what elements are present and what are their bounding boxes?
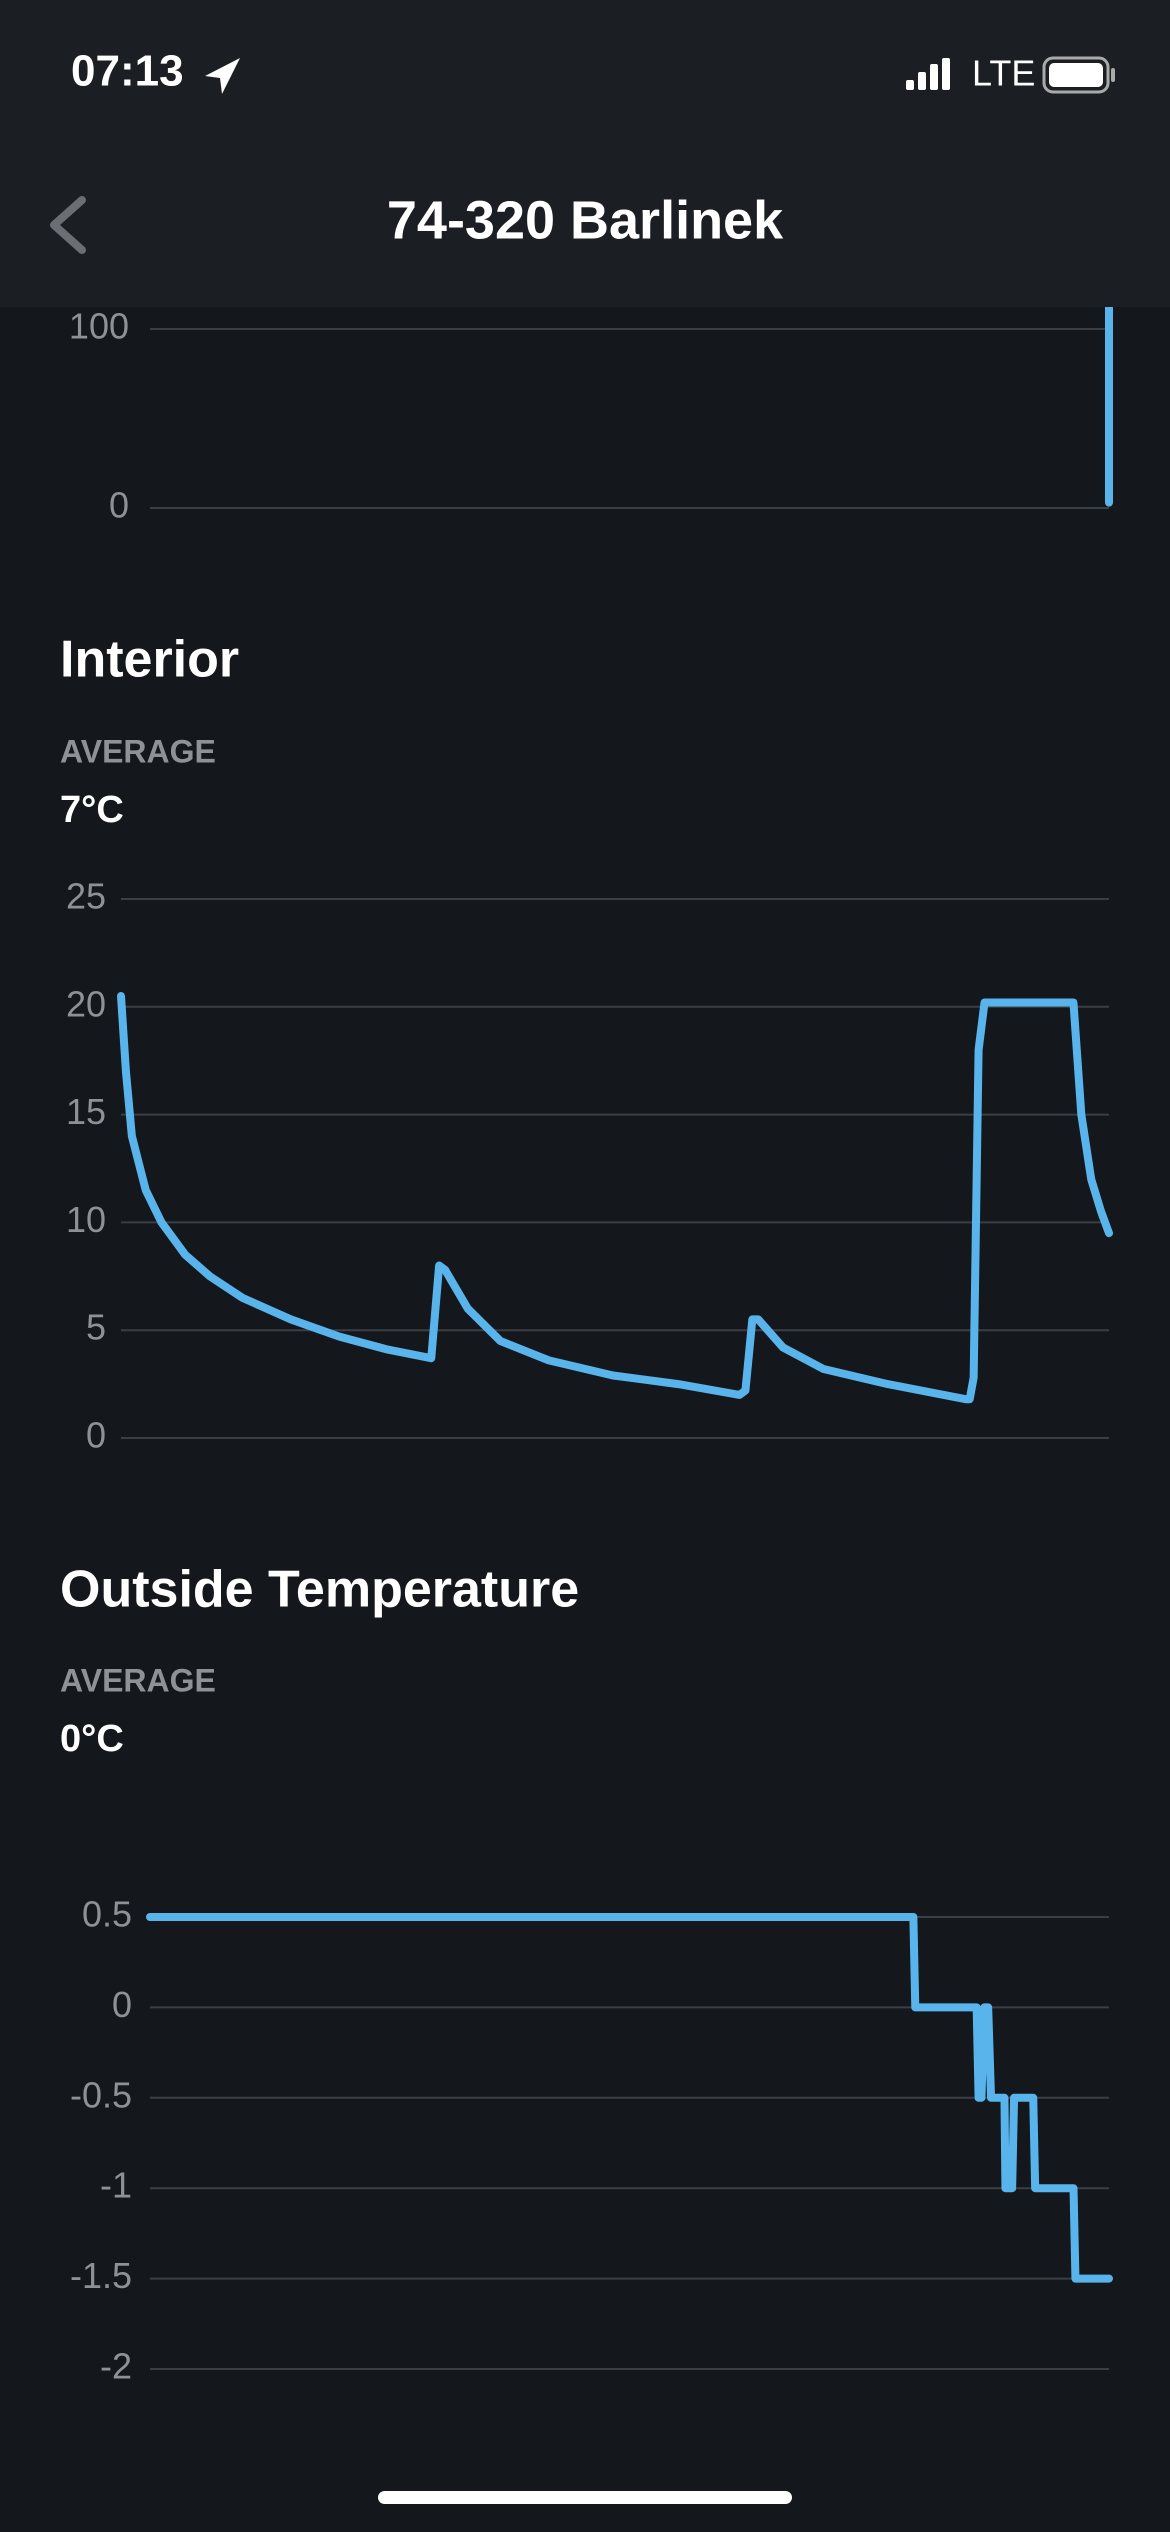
network-type: LTE bbox=[972, 53, 1035, 94]
battery-icon bbox=[1042, 56, 1115, 94]
status-time: 07:13 bbox=[71, 47, 184, 96]
page-title: 74-320 Barlinek bbox=[387, 190, 784, 250]
chart-title: Outside Temperature bbox=[60, 1561, 579, 1619]
stat-label: AVERAGE bbox=[60, 733, 216, 769]
y-tick-label: 100 bbox=[69, 306, 129, 347]
stat-label: AVERAGE bbox=[60, 1662, 216, 1698]
stat-value: 7°C bbox=[60, 789, 124, 831]
y-tick-label: 0 bbox=[109, 485, 129, 526]
header: 07:13 LTE 74-320 Barlinek bbox=[0, 0, 1170, 307]
stat-value: 0°C bbox=[60, 1718, 124, 1760]
back-button[interactable] bbox=[50, 196, 86, 254]
y-tick-label: 25 bbox=[66, 876, 106, 917]
y-tick-label: -0.5 bbox=[70, 2074, 132, 2115]
y-tick-label: 10 bbox=[66, 1199, 106, 1240]
chart-title: Interior bbox=[60, 631, 239, 689]
home-indicator bbox=[378, 2491, 792, 2504]
data-line bbox=[146, 1913, 1113, 2283]
y-tick-label: 0.5 bbox=[82, 1894, 132, 1935]
y-tick-label: -2 bbox=[100, 2346, 132, 2387]
y-tick-label: 0 bbox=[112, 1984, 132, 2025]
y-tick-label: 0 bbox=[86, 1415, 106, 1456]
content: 0 100 Interior AVERAGE 7°C 0 5 10 15 20 25 Outside … bbox=[60, 301, 1113, 2387]
y-tick-label: 15 bbox=[66, 1091, 106, 1132]
y-tick-label: -1.5 bbox=[70, 2255, 132, 2296]
data-line bbox=[117, 992, 1113, 1404]
y-tick-label: 20 bbox=[66, 983, 106, 1024]
y-tick-label: 5 bbox=[86, 1307, 106, 1348]
y-tick-label: -1 bbox=[100, 2165, 132, 2206]
location-icon bbox=[205, 58, 240, 94]
signal-icon bbox=[906, 58, 950, 90]
header-background bbox=[0, 0, 1170, 307]
